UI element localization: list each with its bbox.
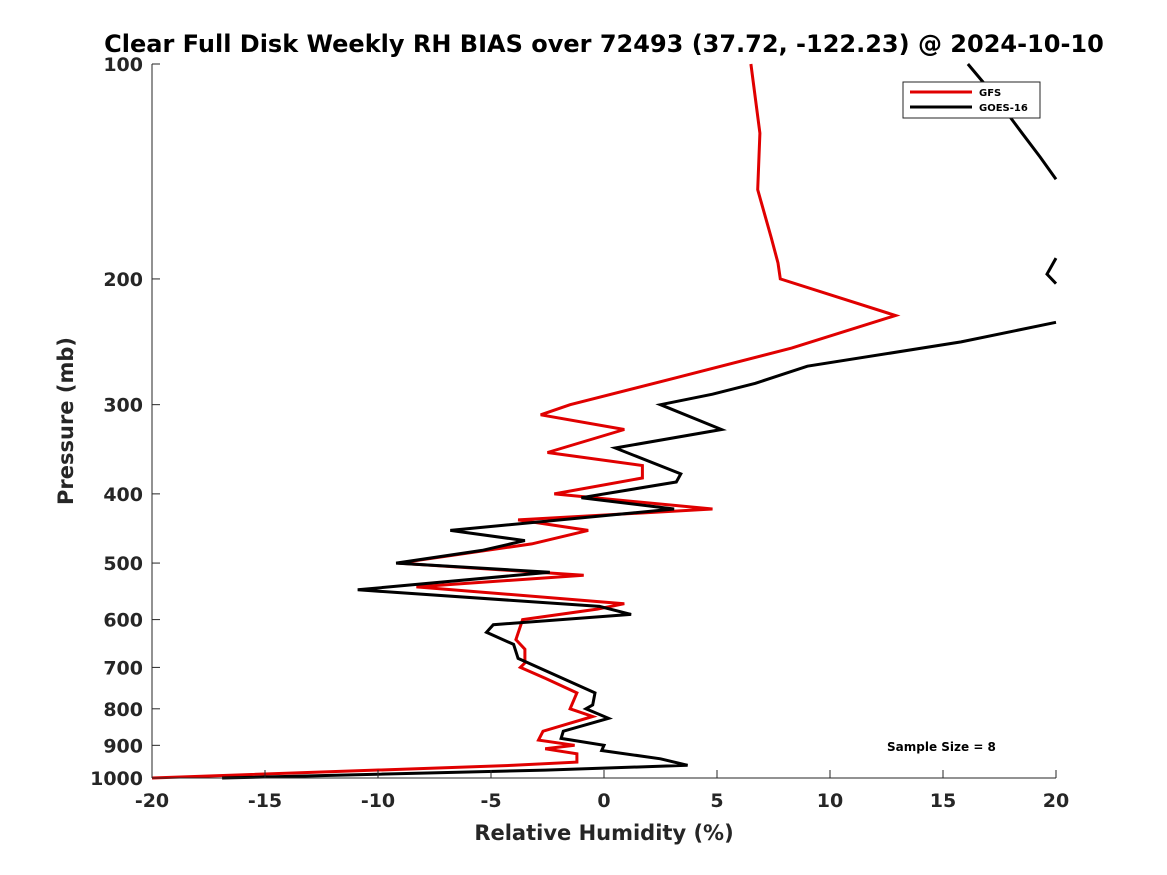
y-tick-label: 400 (103, 484, 143, 506)
sample-size-annotation: Sample Size = 8 (887, 740, 996, 754)
y-tick-label: 500 (103, 553, 143, 575)
y-tick-label: 700 (103, 657, 143, 679)
y-tick-label: 200 (103, 269, 143, 291)
y-tick-label: 100 (103, 54, 143, 76)
legend: GFS GOES-16 (902, 81, 1041, 119)
x-tick-label: -15 (248, 790, 282, 812)
y-tick-label: 300 (103, 395, 143, 417)
legend-label-gfs: GFS (979, 88, 1001, 99)
x-tick-label: 5 (710, 790, 723, 812)
x-axis-label: Relative Humidity (%) (474, 821, 733, 845)
chart-title: Clear Full Disk Weekly RH BIAS over 7249… (104, 30, 1104, 58)
x-tick-label: -10 (361, 790, 395, 812)
y-axis-ticks: 100 200 300 400 500 600 700 800 900 1000 (90, 54, 160, 790)
y-tick-label: 800 (103, 699, 143, 721)
y-tick-label: 1000 (90, 768, 143, 790)
legend-label-goes16: GOES-16 (979, 103, 1028, 114)
x-tick-label: 20 (1043, 790, 1069, 812)
x-tick-label: 10 (817, 790, 843, 812)
y-axis-label: Pressure (mb) (54, 337, 78, 505)
legend-box (902, 81, 1041, 119)
x-axis-ticks: -20 -15 -10 -5 0 5 10 15 20 (135, 770, 1069, 812)
y-tick-label: 600 (103, 610, 143, 632)
plot-area: -20 -15 -10 -5 0 5 10 15 20 100 200 300 400 500 600 70… (90, 54, 1069, 812)
x-tick-label: 15 (930, 790, 956, 812)
plot-background (152, 64, 1056, 778)
x-tick-label: -20 (135, 790, 169, 812)
x-tick-label: -5 (480, 790, 501, 812)
x-tick-label: 0 (597, 790, 610, 812)
y-tick-label: 900 (103, 735, 143, 757)
